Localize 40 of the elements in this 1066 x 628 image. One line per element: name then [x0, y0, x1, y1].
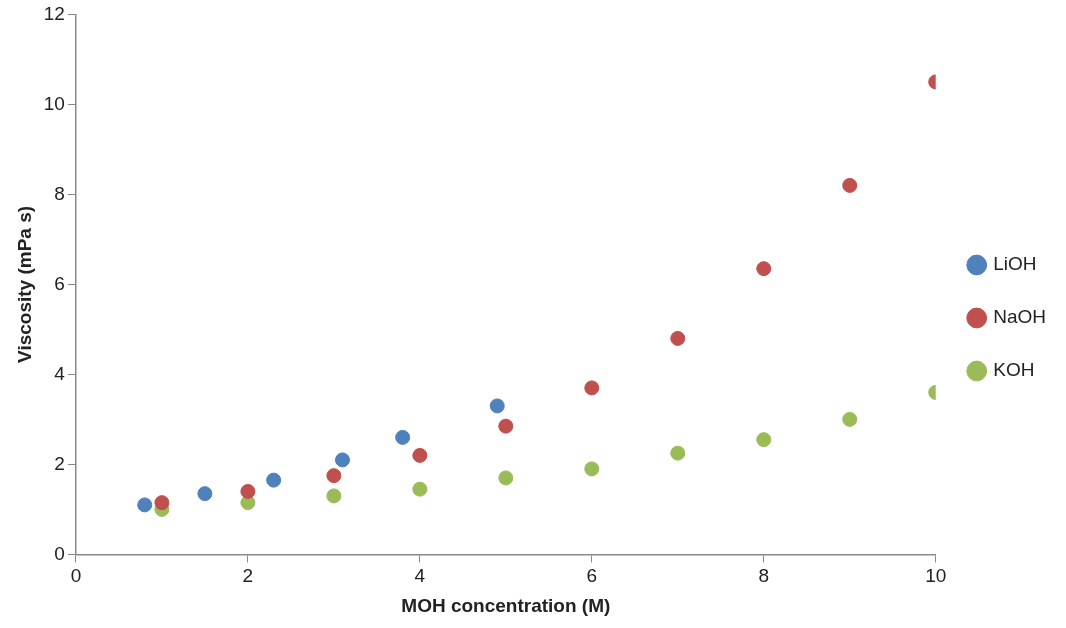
- point: [326, 468, 342, 484]
- point: [584, 380, 600, 396]
- legend-label: NaOH: [993, 306, 1047, 328]
- legend-label: LiOH: [993, 253, 1037, 275]
- point: [412, 481, 428, 497]
- point: [240, 483, 256, 499]
- y-tick-label: 0: [54, 542, 65, 564]
- y-tick-label: 8: [54, 182, 65, 204]
- point: [670, 330, 686, 346]
- y-tick-label: 2: [54, 452, 65, 474]
- point: [670, 445, 686, 461]
- point: [756, 261, 772, 277]
- point: [584, 461, 600, 477]
- point: [266, 472, 282, 488]
- y-tick-label: 12: [43, 2, 65, 24]
- legend-label: KOH: [993, 359, 1035, 381]
- x-tick-label: 8: [758, 565, 770, 587]
- point: [498, 418, 514, 434]
- y-tick-label: 4: [54, 362, 66, 384]
- x-axis-title: MOH concentration (M): [401, 594, 611, 616]
- x-tick-label: 4: [414, 565, 426, 587]
- point: [154, 495, 170, 511]
- point: [842, 177, 858, 193]
- point: [334, 452, 350, 468]
- x-tick-label: 6: [586, 565, 598, 587]
- point: [395, 429, 411, 445]
- point: [756, 432, 772, 448]
- point: [137, 497, 153, 513]
- x-tick-label: 10: [925, 565, 947, 587]
- point: [489, 398, 505, 414]
- point: [412, 447, 428, 463]
- point: [842, 411, 858, 427]
- y-tick-label: 6: [54, 272, 65, 294]
- point: [197, 486, 213, 502]
- x-tick-label: 0: [70, 565, 82, 587]
- point: [498, 470, 514, 486]
- x-tick-label: 2: [242, 565, 254, 587]
- y-axis-title: Viscosity (mPa s): [13, 205, 35, 363]
- point: [326, 488, 342, 504]
- y-tick-label: 10: [43, 92, 65, 114]
